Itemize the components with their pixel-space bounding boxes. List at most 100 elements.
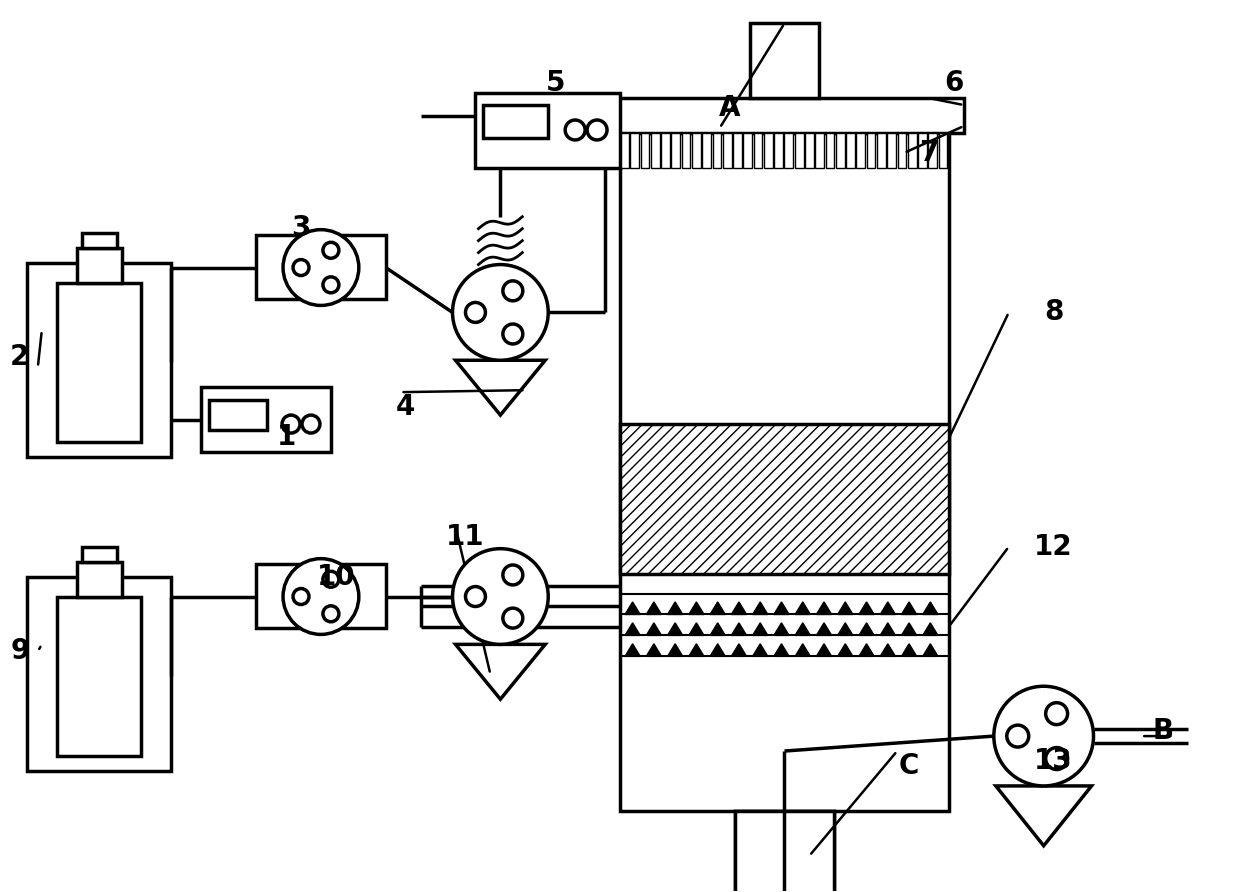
Bar bbox=[27, 262, 171, 457]
Bar bbox=[702, 133, 711, 168]
Bar bbox=[210, 401, 267, 430]
Polygon shape bbox=[901, 623, 916, 635]
Bar bbox=[774, 133, 782, 168]
Bar bbox=[77, 562, 122, 597]
Bar bbox=[257, 235, 386, 300]
Polygon shape bbox=[688, 602, 704, 615]
Circle shape bbox=[503, 281, 523, 301]
Polygon shape bbox=[625, 644, 640, 657]
Text: 3: 3 bbox=[291, 214, 311, 242]
Circle shape bbox=[1045, 703, 1068, 724]
Polygon shape bbox=[816, 602, 832, 615]
Polygon shape bbox=[646, 602, 661, 615]
Bar bbox=[785, 133, 794, 168]
Polygon shape bbox=[816, 623, 832, 635]
Polygon shape bbox=[753, 644, 768, 657]
Polygon shape bbox=[774, 644, 789, 657]
Polygon shape bbox=[838, 623, 853, 635]
Polygon shape bbox=[774, 623, 789, 635]
Bar bbox=[82, 233, 117, 248]
Text: 12: 12 bbox=[1034, 533, 1073, 561]
Bar bbox=[27, 576, 171, 771]
Text: B: B bbox=[1153, 717, 1174, 745]
Bar bbox=[620, 133, 629, 168]
Bar bbox=[877, 133, 885, 168]
Circle shape bbox=[322, 606, 339, 622]
Polygon shape bbox=[816, 644, 832, 657]
Bar bbox=[754, 133, 763, 168]
Bar bbox=[682, 133, 691, 168]
Bar bbox=[764, 133, 773, 168]
Bar bbox=[620, 133, 949, 811]
Polygon shape bbox=[923, 602, 937, 615]
Text: 5: 5 bbox=[546, 70, 565, 97]
Bar bbox=[939, 133, 947, 168]
Polygon shape bbox=[732, 602, 746, 615]
Bar bbox=[734, 811, 835, 892]
Polygon shape bbox=[625, 602, 640, 615]
Circle shape bbox=[503, 608, 523, 628]
Polygon shape bbox=[795, 602, 811, 615]
Polygon shape bbox=[838, 644, 853, 657]
Bar bbox=[805, 133, 813, 168]
Circle shape bbox=[281, 415, 300, 433]
Circle shape bbox=[587, 120, 608, 140]
Bar bbox=[723, 133, 732, 168]
Polygon shape bbox=[688, 644, 704, 657]
Text: 7: 7 bbox=[919, 139, 939, 167]
Text: 2: 2 bbox=[10, 343, 30, 371]
Bar bbox=[201, 387, 331, 452]
Bar bbox=[846, 133, 854, 168]
Text: C: C bbox=[899, 752, 919, 780]
Circle shape bbox=[465, 587, 485, 607]
Bar bbox=[743, 133, 753, 168]
Bar bbox=[816, 133, 825, 168]
Polygon shape bbox=[774, 602, 789, 615]
Polygon shape bbox=[753, 623, 768, 635]
Circle shape bbox=[293, 589, 309, 605]
Bar bbox=[795, 133, 804, 168]
Bar bbox=[57, 597, 141, 756]
Polygon shape bbox=[667, 644, 683, 657]
Bar bbox=[836, 133, 844, 168]
Text: 13: 13 bbox=[1034, 747, 1073, 775]
Circle shape bbox=[303, 415, 320, 433]
Polygon shape bbox=[859, 644, 874, 657]
Polygon shape bbox=[923, 623, 937, 635]
Polygon shape bbox=[711, 623, 725, 635]
Polygon shape bbox=[795, 644, 811, 657]
Polygon shape bbox=[455, 644, 546, 699]
Text: 9: 9 bbox=[10, 638, 30, 665]
Bar bbox=[692, 133, 701, 168]
Text: A: A bbox=[719, 94, 740, 122]
Bar bbox=[898, 133, 906, 168]
Polygon shape bbox=[646, 623, 661, 635]
Text: 11: 11 bbox=[446, 523, 485, 550]
Bar bbox=[484, 105, 548, 138]
Bar bbox=[671, 133, 681, 168]
Bar bbox=[713, 133, 722, 168]
Polygon shape bbox=[859, 623, 874, 635]
Polygon shape bbox=[667, 602, 683, 615]
Polygon shape bbox=[923, 644, 937, 657]
Text: 10: 10 bbox=[316, 563, 355, 591]
Polygon shape bbox=[711, 602, 725, 615]
Circle shape bbox=[1045, 747, 1068, 770]
Bar bbox=[257, 564, 386, 629]
Polygon shape bbox=[859, 602, 874, 615]
Bar bbox=[82, 547, 117, 562]
Bar bbox=[620, 425, 949, 574]
Polygon shape bbox=[688, 623, 704, 635]
Bar bbox=[929, 133, 937, 168]
Bar bbox=[867, 133, 875, 168]
Bar bbox=[630, 133, 639, 168]
Polygon shape bbox=[667, 623, 683, 635]
Polygon shape bbox=[880, 623, 895, 635]
Text: 4: 4 bbox=[396, 393, 415, 421]
Text: 1: 1 bbox=[277, 423, 295, 451]
Bar bbox=[661, 133, 670, 168]
Polygon shape bbox=[838, 602, 853, 615]
Bar bbox=[57, 283, 141, 442]
Polygon shape bbox=[996, 786, 1091, 846]
Polygon shape bbox=[901, 644, 916, 657]
